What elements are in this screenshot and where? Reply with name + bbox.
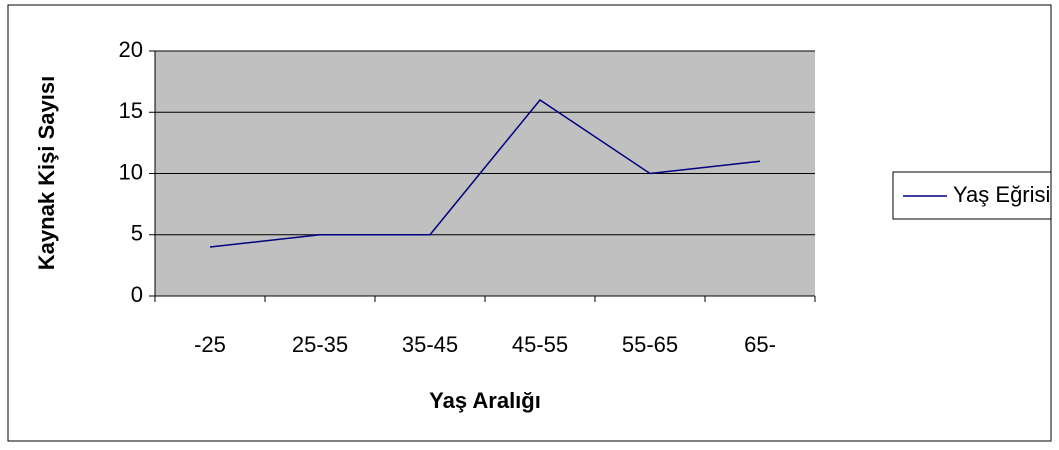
legend-label: Yaş Eğrisi <box>953 182 1050 207</box>
y-axis-title: Kaynak Kişi Sayısı <box>34 76 59 270</box>
x-tick-label: 45-55 <box>512 332 568 357</box>
data-line <box>209 98 761 248</box>
x-tick-label: -25 <box>194 332 226 357</box>
y-tick-label: 15 <box>119 98 143 123</box>
x-tick-label: 65- <box>744 332 776 357</box>
y-tick-label: 5 <box>131 221 143 246</box>
y-tick-label: 0 <box>131 282 143 307</box>
x-axis-title: Yaş Aralığı <box>429 388 541 413</box>
x-tick-label: 55-65 <box>622 332 678 357</box>
y-tick-label: 20 <box>119 37 143 62</box>
x-tick-label: 35-45 <box>402 332 458 357</box>
y-tick-label: 10 <box>119 159 143 184</box>
x-tick-label: 25-35 <box>292 332 348 357</box>
